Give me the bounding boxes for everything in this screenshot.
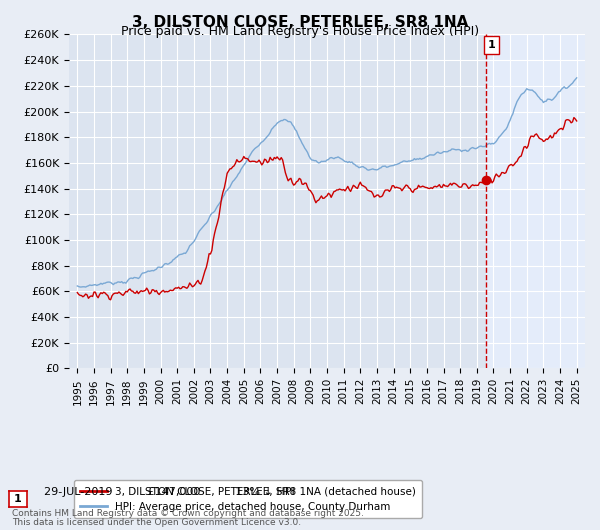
Text: Price paid vs. HM Land Registry's House Price Index (HPI): Price paid vs. HM Land Registry's House … [121, 25, 479, 39]
Text: 1: 1 [14, 494, 22, 504]
Text: Contains HM Land Registry data © Crown copyright and database right 2025.: Contains HM Land Registry data © Crown c… [12, 509, 364, 518]
Text: 1: 1 [488, 40, 496, 50]
Text: 29-JUL-2019          £147,000          13% ↓ HPI: 29-JUL-2019 £147,000 13% ↓ HPI [30, 487, 295, 497]
Legend: 3, DILSTON CLOSE, PETERLEE, SR8 1NA (detached house), HPI: Average price, detach: 3, DILSTON CLOSE, PETERLEE, SR8 1NA (det… [74, 480, 422, 518]
Text: 3, DILSTON CLOSE, PETERLEE, SR8 1NA: 3, DILSTON CLOSE, PETERLEE, SR8 1NA [132, 15, 468, 30]
Bar [487, 34, 585, 368]
Text: This data is licensed under the Open Government Licence v3.0.: This data is licensed under the Open Gov… [12, 518, 301, 527]
